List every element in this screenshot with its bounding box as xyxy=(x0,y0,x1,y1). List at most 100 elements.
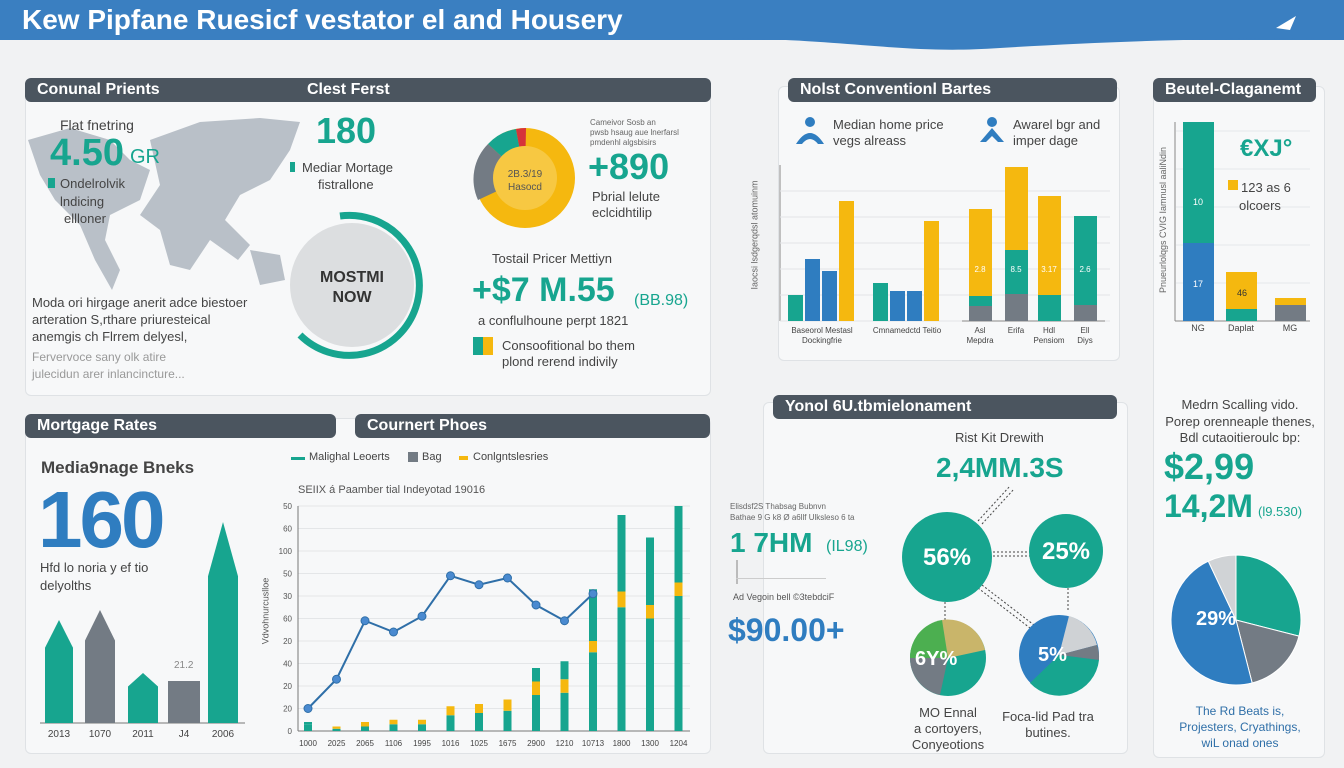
bar-segment xyxy=(589,589,597,641)
stat-label-1: Mediar Mortage xyxy=(302,160,394,175)
pie-slice xyxy=(1207,554,1237,621)
rect-label: 21.2 xyxy=(174,660,194,671)
body-text-2: arteration S,rthare priuresteical xyxy=(32,312,211,327)
donut-note-2: pwsb hsaug aue lnerfarsl xyxy=(590,128,679,137)
stat-value: 180 xyxy=(316,110,377,151)
bar-segment xyxy=(389,724,398,731)
ring-label: MOSTMI NOW xyxy=(292,268,412,308)
x-tick-label: 2900 xyxy=(527,739,545,748)
muted-text-2: julecidun arer inlancincture... xyxy=(32,367,185,381)
x-tick-label: 1210 xyxy=(556,739,574,748)
x-tick-label: 1025 xyxy=(470,739,488,748)
data-label: 17 xyxy=(1193,279,1203,289)
left-paren: (IL98) xyxy=(826,538,868,555)
bar-segment xyxy=(475,713,483,731)
right-value-2-paren: (l9.530) xyxy=(1258,504,1303,519)
panel-beutel-header: Beutel-Claganemt xyxy=(1153,78,1316,102)
x-tick-label: 1016 xyxy=(442,739,460,748)
x-tick-label: MG xyxy=(1283,323,1298,333)
peak-bar xyxy=(85,610,115,723)
stat-swatch xyxy=(290,162,295,172)
mortgage-sub-2: delyolths xyxy=(40,578,92,593)
left-label: Ad Vegoin bell ©3tebdciF xyxy=(733,592,835,602)
stacked-bar-segment xyxy=(1005,167,1028,250)
line-point xyxy=(560,616,569,626)
line-point xyxy=(503,573,512,583)
panel-conventional-header: Nolst Conventionl Bartes xyxy=(788,78,1117,102)
line-point xyxy=(531,600,541,610)
legend-swatch-yellow xyxy=(459,456,468,460)
y-tick-label: 20 xyxy=(283,682,292,691)
bar-segment xyxy=(674,596,683,731)
price-sub: a conflulhoune perpt 1821 xyxy=(478,313,629,328)
pie-label: 29% xyxy=(1196,608,1237,630)
x-tick-label: Daplat xyxy=(1228,323,1255,333)
x-tick-label: Dockingfrie xyxy=(802,336,843,345)
line-point xyxy=(588,589,598,599)
y-tick-label: 50 xyxy=(283,502,292,511)
panel-mortgage-header: Mortgage Rates xyxy=(25,414,336,438)
legend-swatch-teal xyxy=(473,337,483,355)
peak-bar xyxy=(168,681,200,723)
small-pie-1-label: 6Y% xyxy=(915,648,958,670)
x-tick-label: 1800 xyxy=(613,739,631,748)
bar-segment xyxy=(332,728,341,731)
line-point xyxy=(303,704,313,713)
yonol-top-label: Rist Kit Drewith xyxy=(955,430,1044,445)
donut-note-3: pmdenhl algsbisirs xyxy=(590,138,657,147)
legend-line-teal xyxy=(291,457,305,460)
x-tick-label: Diys xyxy=(1077,336,1093,345)
bar-segment xyxy=(475,704,483,713)
bar-segment xyxy=(617,591,626,608)
pie-slice xyxy=(1170,560,1253,686)
price-title: Tostail Pricer Mettiyn xyxy=(492,251,612,266)
map-legend-2: lndicing xyxy=(60,194,105,209)
caption-left-2: vegs alreass xyxy=(833,133,906,148)
circle-56-label: 56% xyxy=(922,544,972,571)
bar-segment xyxy=(646,605,654,619)
caption-line: Foca-lid Pad tra xyxy=(1002,709,1094,724)
y-tick-label: 100 xyxy=(279,547,293,556)
y-tick-label: 60 xyxy=(283,615,292,624)
yonol-top-value: 2,4MM.3S xyxy=(936,452,1064,483)
bar-segment xyxy=(674,582,683,596)
bar-segment xyxy=(446,706,455,716)
x-tick-label: 2065 xyxy=(356,739,374,748)
y-tick-label: 20 xyxy=(283,637,292,646)
map-legend-1: Ondelrolvik xyxy=(60,176,126,191)
panel-yonol-header: Yonol 6U.tbmielonament xyxy=(773,395,1117,419)
stacked-bar-segment xyxy=(969,306,992,321)
bar-segment xyxy=(361,726,369,731)
pie-caption-line: wiL onad ones xyxy=(1201,736,1279,750)
panel-header-bar: Conunal Prients Clest Ferst xyxy=(25,78,711,102)
bar-segment xyxy=(389,719,398,725)
bar-segment xyxy=(418,724,426,731)
stat-label-2: fistrallone xyxy=(318,177,374,192)
bar xyxy=(822,271,837,321)
circle-25-label: 25% xyxy=(1041,538,1091,565)
bar-segment xyxy=(674,506,683,583)
map-value: 4.50 xyxy=(50,132,124,174)
stacked-bar-segment xyxy=(1038,196,1061,295)
paper-plane-icon xyxy=(1276,16,1296,30)
caption-line: Conyeotions xyxy=(911,737,985,752)
stacked-bar-segment xyxy=(1074,305,1097,321)
donut-center-label: 2B.3/19 Hasocd xyxy=(495,168,555,194)
x-tick-label: 1204 xyxy=(670,739,688,748)
legend-swatch-gray xyxy=(408,452,418,462)
divider xyxy=(736,560,738,584)
right-text-2: Porep orenneaple thenes, xyxy=(1165,414,1315,429)
x-tick-label: 2006 xyxy=(212,729,235,740)
pie2-caption: Foca-lid Pad tra butines. xyxy=(1000,709,1096,741)
legend-3: Conlgntslesries xyxy=(473,451,549,463)
donut-center-line: Hasocd xyxy=(508,182,542,193)
right-text-3: Bdl cutaoitieroulc bp: xyxy=(1179,430,1301,445)
x-tick-label: 2013 xyxy=(48,729,71,740)
caption-line: MO Ennal xyxy=(919,705,977,720)
